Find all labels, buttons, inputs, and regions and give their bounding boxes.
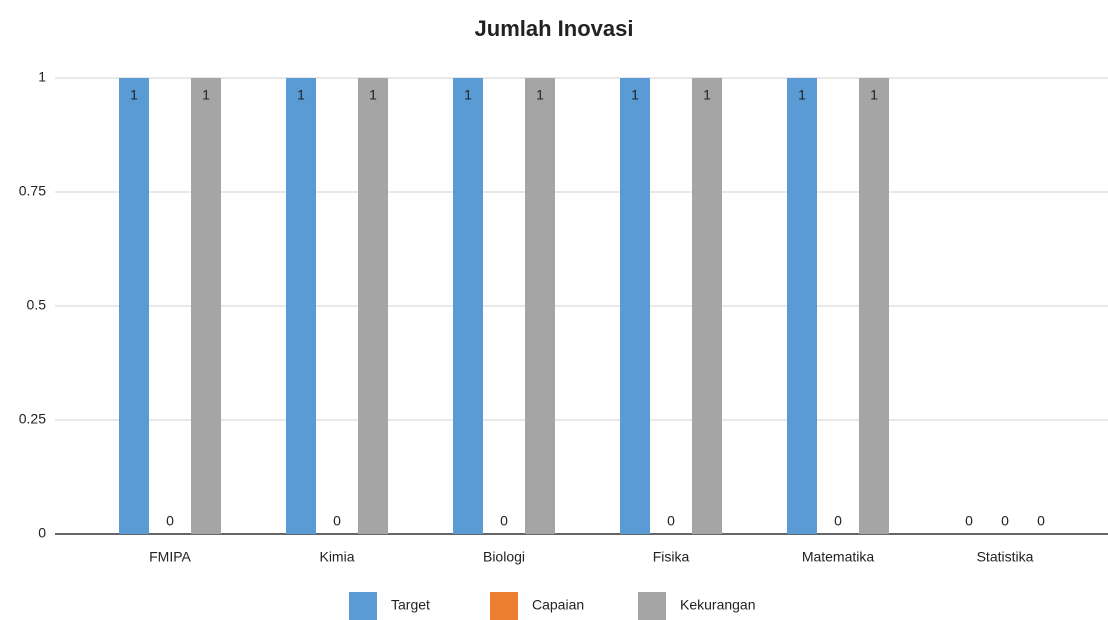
data-label: 1: [798, 87, 806, 103]
y-tick-label: 0.75: [19, 183, 46, 199]
data-label: 0: [834, 513, 842, 529]
legend-swatch: [638, 592, 666, 620]
y-tick-label: 0.25: [19, 411, 46, 427]
data-label: 1: [464, 87, 472, 103]
x-tick-label: Biologi: [483, 549, 525, 565]
x-tick-label: FMIPA: [149, 549, 191, 565]
y-tick-label: 0.5: [27, 297, 47, 313]
y-tick-label: 0: [38, 525, 46, 541]
data-label: 1: [703, 87, 711, 103]
bar: [119, 78, 149, 534]
bar: [692, 78, 722, 534]
data-label: 1: [631, 87, 639, 103]
bar: [859, 78, 889, 534]
bar: [620, 78, 650, 534]
x-tick-label: Matematika: [802, 549, 875, 565]
chart-title: Jumlah Inovasi: [475, 16, 634, 41]
data-label: 0: [667, 513, 675, 529]
bar: [358, 78, 388, 534]
data-label: 0: [1001, 513, 1009, 529]
data-label: 1: [536, 87, 544, 103]
data-label: 0: [333, 513, 341, 529]
x-tick-label: Statistika: [977, 549, 1034, 565]
y-tick-label: 1: [38, 69, 46, 85]
data-label: 1: [870, 87, 878, 103]
bar: [191, 78, 221, 534]
x-tick-label: Fisika: [653, 549, 690, 565]
legend-swatch: [349, 592, 377, 620]
bar: [453, 78, 483, 534]
data-label: 1: [297, 87, 305, 103]
bar: [525, 78, 555, 534]
data-label: 1: [130, 87, 138, 103]
data-label: 0: [166, 513, 174, 529]
bar: [787, 78, 817, 534]
data-label: 0: [965, 513, 973, 529]
data-label: 0: [1037, 513, 1045, 529]
bar: [286, 78, 316, 534]
legend-label: Kekurangan: [680, 597, 756, 613]
data-label: 1: [369, 87, 377, 103]
data-label: 1: [202, 87, 210, 103]
legend-label: Capaian: [532, 597, 584, 613]
legend-swatch: [490, 592, 518, 620]
data-label: 0: [500, 513, 508, 529]
x-tick-label: Kimia: [319, 549, 354, 565]
legend-label: Target: [391, 597, 430, 613]
